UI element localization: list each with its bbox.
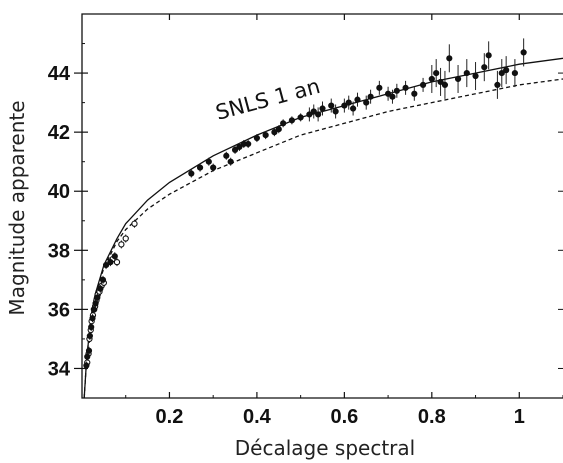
y-tick-label: 42 xyxy=(48,122,70,144)
data-point-filled xyxy=(363,99,370,106)
y-tick-label: 38 xyxy=(48,240,70,262)
y-tick-label: 34 xyxy=(48,358,71,380)
data-point-filled xyxy=(231,146,239,153)
data-point-filled xyxy=(196,164,204,171)
data-point-filled xyxy=(354,96,361,103)
data-point-filled xyxy=(367,93,374,100)
dashed-curve xyxy=(83,78,563,399)
data-point-filled xyxy=(205,158,212,165)
data-point-filled xyxy=(437,78,444,86)
data-point-filled xyxy=(227,158,234,165)
data-point-filled xyxy=(262,132,269,139)
data-point-filled xyxy=(102,261,110,269)
data-point-filled xyxy=(498,69,505,77)
data-point-filled xyxy=(332,108,339,115)
plot-frame-line xyxy=(81,13,563,399)
data-point-open xyxy=(122,235,129,242)
data-point-filled xyxy=(315,111,322,118)
data-points xyxy=(83,38,527,370)
data-point-filled xyxy=(419,81,427,88)
data-point-filled xyxy=(463,69,470,77)
data-point-filled xyxy=(188,170,195,177)
data-point-filled xyxy=(92,300,99,307)
y-tick-label: 44 xyxy=(48,63,71,85)
data-point-filled xyxy=(83,362,90,369)
x-tick-label: 0.8 xyxy=(418,406,446,428)
data-point-filled xyxy=(94,294,101,301)
data-point-filled xyxy=(520,49,527,56)
data-point-filled xyxy=(107,259,114,266)
data-point-filled xyxy=(481,64,488,71)
x-tick-label: 1 xyxy=(514,406,525,428)
data-point-filled xyxy=(345,99,352,106)
y-axis-title: Magnitude apparente xyxy=(5,100,29,315)
data-point-filled xyxy=(99,276,107,283)
data-point-filled xyxy=(411,90,418,97)
data-point-filled xyxy=(384,90,392,97)
data-point-filled xyxy=(253,134,261,142)
data-point-filled xyxy=(511,69,519,77)
x-tick-label: 0.4 xyxy=(243,406,272,428)
axis-ticks: 0.2 0.4 0.6 0.8 1 34 36 38 40 42 44 xyxy=(48,14,563,428)
data-point-filled xyxy=(454,75,462,83)
data-point-filled xyxy=(503,67,510,74)
data-point-filled xyxy=(328,102,335,109)
data-point-filled xyxy=(494,81,501,88)
data-point-filled xyxy=(402,84,409,91)
data-point-filled xyxy=(472,72,479,80)
data-point-filled xyxy=(111,253,118,260)
data-point-filled xyxy=(446,55,453,62)
data-point-filled xyxy=(310,108,317,115)
data-point-open xyxy=(113,258,121,266)
data-point-filled xyxy=(210,164,217,171)
data-point-filled xyxy=(236,143,243,151)
y-tick-label: 40 xyxy=(48,181,70,203)
data-point-filled xyxy=(84,353,91,360)
data-point-filled xyxy=(389,93,396,100)
data-point-filled xyxy=(90,306,97,313)
x-axis-title: Décalage spectral xyxy=(235,436,415,460)
plot-frame xyxy=(81,13,563,399)
data-point-filled xyxy=(376,84,383,91)
data-point-filled xyxy=(86,332,93,340)
x-tick-label: 0.2 xyxy=(156,406,184,428)
data-point-filled xyxy=(288,117,295,124)
data-point-filled xyxy=(245,140,252,148)
data-point-filled xyxy=(88,324,95,331)
data-point-filled xyxy=(350,105,357,112)
annotation-snls: SNLS 1 an xyxy=(213,74,323,125)
data-point-filled xyxy=(280,120,287,127)
data-point-filled xyxy=(441,81,449,88)
data-point-filled xyxy=(271,129,278,136)
data-point-filled xyxy=(89,315,96,322)
data-point-filled xyxy=(223,152,230,159)
y-tick-label: 36 xyxy=(48,299,70,321)
data-point-filled xyxy=(428,75,435,83)
data-point-filled xyxy=(97,285,104,292)
data-point-filled xyxy=(297,114,304,121)
data-point-filled xyxy=(306,111,313,118)
data-point-filled xyxy=(393,87,400,94)
data-point-open xyxy=(118,241,125,248)
data-point-filled xyxy=(433,69,440,77)
x-tick-label: 0.6 xyxy=(330,406,358,428)
data-point-filled xyxy=(485,52,492,59)
data-point-filled xyxy=(319,105,326,112)
data-point-filled xyxy=(341,102,348,109)
data-point-open xyxy=(131,220,138,227)
data-point-filled xyxy=(85,347,93,354)
data-point-filled xyxy=(275,126,282,133)
